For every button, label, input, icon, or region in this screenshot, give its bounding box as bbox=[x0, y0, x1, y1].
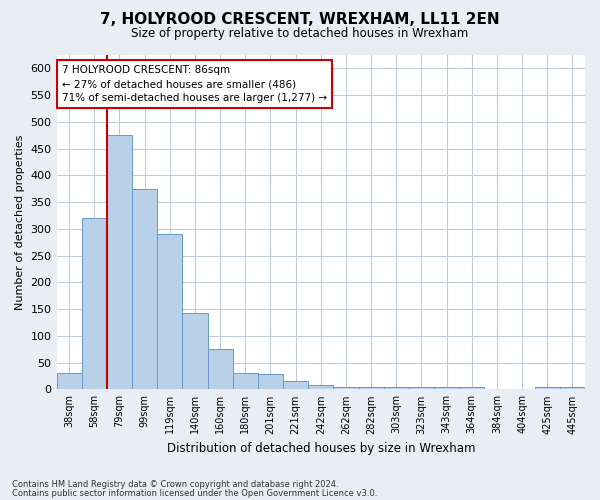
Bar bbox=[409, 388, 434, 390]
Bar bbox=[308, 385, 334, 390]
Bar bbox=[208, 350, 233, 390]
Text: Contains public sector information licensed under the Open Government Licence v3: Contains public sector information licen… bbox=[12, 490, 377, 498]
Bar bbox=[383, 388, 409, 390]
Bar bbox=[484, 389, 509, 390]
Bar bbox=[258, 374, 283, 390]
Y-axis label: Number of detached properties: Number of detached properties bbox=[15, 134, 25, 310]
X-axis label: Distribution of detached houses by size in Wrexham: Distribution of detached houses by size … bbox=[167, 442, 475, 455]
Text: 7, HOLYROOD CRESCENT, WREXHAM, LL11 2EN: 7, HOLYROOD CRESCENT, WREXHAM, LL11 2EN bbox=[100, 12, 500, 28]
Bar bbox=[82, 218, 107, 390]
Bar bbox=[509, 389, 535, 390]
Text: 7 HOLYROOD CRESCENT: 86sqm
← 27% of detached houses are smaller (486)
71% of sem: 7 HOLYROOD CRESCENT: 86sqm ← 27% of deta… bbox=[62, 65, 327, 103]
Bar bbox=[132, 189, 157, 390]
Bar bbox=[359, 387, 383, 390]
Bar bbox=[233, 374, 258, 390]
Bar bbox=[434, 388, 459, 390]
Bar bbox=[535, 388, 560, 390]
Bar bbox=[56, 374, 82, 390]
Bar bbox=[182, 313, 208, 390]
Bar bbox=[459, 388, 484, 390]
Bar bbox=[283, 382, 308, 390]
Bar bbox=[560, 387, 585, 390]
Text: Size of property relative to detached houses in Wrexham: Size of property relative to detached ho… bbox=[131, 28, 469, 40]
Bar bbox=[157, 234, 182, 390]
Text: Contains HM Land Registry data © Crown copyright and database right 2024.: Contains HM Land Registry data © Crown c… bbox=[12, 480, 338, 489]
Bar bbox=[334, 387, 359, 390]
Bar bbox=[107, 136, 132, 390]
